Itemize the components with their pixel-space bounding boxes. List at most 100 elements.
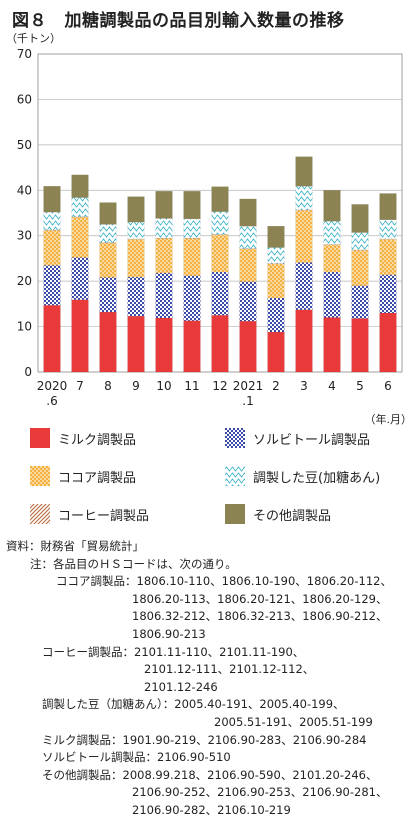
bar-segment-sorbitol [379,274,397,314]
bar-segment-beans [127,221,145,240]
bar-segment-milk [155,317,173,373]
bar-segment-cocoa [239,248,257,282]
legend-label-sorbitol: ソルビトール調製品 [253,432,371,448]
bar-segment-other [323,190,341,222]
bar-segment-other [127,196,145,223]
bar-segment-milk [211,315,229,373]
x-tick-label: .6 [46,394,57,408]
bar-segment-sorbitol [211,271,229,316]
x-tick-label: 7 [76,379,84,393]
legend-label-other: その他調製品 [253,508,332,524]
note-other-2: 2106.90-252、2106.90-253、2106.90-281、 [132,785,388,800]
y-tick-label: 10 [17,320,32,334]
bar-segment-other [43,186,61,213]
bar-segment-cocoa [99,242,117,278]
bar-segment-sorbitol [295,262,313,310]
bar-segment-other [351,204,369,233]
bar-segment-cocoa [267,263,285,299]
note-milk-1: ミルク調製品：1901.90-219、2106.90-283、2106.90-2… [42,732,367,747]
bar-segment-beans [379,219,397,240]
bar-segment-beans [267,247,285,264]
legend-label-coffee: コーヒー調製品 [58,508,150,524]
y-tick-label: 60 [17,92,32,106]
x-tick-label: 12 [212,379,227,393]
bar-segment-cocoa [379,239,397,275]
bar-segment-milk [267,331,285,373]
bar-segment-cocoa [323,244,341,273]
bar-segment-milk [351,318,369,373]
bar-segment-beans [43,211,61,230]
y-axis-unit: （千トン） [6,32,61,45]
bar-segment-other [155,191,173,219]
bar-segment-beans [183,218,201,239]
x-tick-label: 2020 [37,379,68,393]
bar-segment-sorbitol [43,265,61,306]
bar-segment-milk [127,315,145,373]
chart-title: 図８ 加糖調製品の品目別輸入数量の推移 [12,11,345,31]
y-tick-label: 20 [17,274,32,288]
bar-segment-milk [183,320,201,373]
legend-item-milk: ミルク調製品 [30,428,136,448]
bar-segment-other [295,156,313,187]
bar-segment-sorbitol [351,285,369,319]
note-coffee-2: 2101.12-111、2101.12-112、 [144,662,315,677]
bar-segment-beans [155,218,173,239]
legend-item-other: その他調製品 [225,504,331,524]
legend-swatch-coffee [30,504,50,524]
x-tick-label: 8 [104,379,112,393]
note-cocoa-2: 1806.20-113、1806.20-121、1806.20-129、 [132,591,388,606]
bar-segment-other [71,174,89,198]
x-tick-label: 6 [384,379,392,393]
legend: ミルク調製品 ソルビトール調製品 ココア調製品 調製した豆(加糖あん) コーヒー… [30,428,410,538]
x-tick-label: 9 [132,379,140,393]
bar-segment-beans [323,221,341,245]
bar-segment-other [183,191,201,220]
legend-label-milk: ミルク調製品 [58,432,137,448]
bar-segment-sorbitol [239,281,257,322]
y-tick-label: 40 [17,183,32,197]
bar-segment-milk [71,299,89,373]
bar-segment-milk [295,309,313,373]
note-cocoa-4: 1806.90-213 [132,627,206,641]
legend-item-sorbitol: ソルビトール調製品 [225,428,370,448]
bar-segment-other [239,198,257,227]
legend-item-coffee: コーヒー調製品 [30,504,149,524]
legend-item-beans: 調製した豆(加糖あん) [225,466,380,486]
bar-segment-sorbitol [323,271,341,318]
y-tick-label: 0 [24,365,32,379]
bar-segment-cocoa [155,238,173,274]
legend-swatch-sorbitol [225,428,245,448]
legend-item-cocoa: ココア調製品 [30,466,136,486]
bar-segment-beans [211,211,229,235]
bar-segment-beans [295,186,313,210]
stacked-bar-chart: 0 10 20 30 40 50 60 70 2020.6 7 8 9 10 11 12 2021.1 2 3 4 5… [17,47,403,408]
note-coffee-1: コーヒー調製品：2101.11-110、2101.11-190、 [42,644,305,659]
y-tick-label: 30 [17,229,32,243]
note-cocoa-1: ココア調製品：1806.10-110、1806.10-190、1806.20-1… [56,574,392,589]
bar-segment-cocoa [295,210,313,263]
note-beans-1: 調製した豆（加糖あん）：2005.40-191、2005.40-199、 [42,697,345,712]
bar-segment-sorbitol [267,297,285,333]
legend-label-beans: 調製した豆(加糖あん) [253,470,381,486]
bar-segment-other [211,186,229,212]
bar-segment-cocoa [351,250,369,286]
bar-segment-sorbitol [127,276,145,317]
bar-segment-cocoa [71,216,89,258]
legend-label-cocoa: ココア調製品 [58,470,137,486]
x-tick-label: 5 [356,379,364,393]
x-tick-label: 10 [156,379,171,393]
legend-swatch-cocoa [30,466,50,486]
x-tick-label: .1 [242,394,253,408]
bar-segment-milk [99,311,117,373]
note-beans-2: 2005.51-191、2005.51-199 [214,715,373,729]
note-other-3: 2106.90-282、2106.10-219 [132,803,291,817]
y-tick-label: 70 [17,47,32,61]
x-tick-label: 2 [272,379,280,393]
legend-swatch-beans [225,466,245,486]
bar-segment-sorbitol [183,275,201,321]
bar-segment-milk [379,312,397,373]
bar-segment-beans [71,197,89,217]
note-coffee-3: 2101.12-246 [144,679,218,694]
bar-segment-sorbitol [71,257,89,300]
y-tick-label: 50 [17,138,32,152]
